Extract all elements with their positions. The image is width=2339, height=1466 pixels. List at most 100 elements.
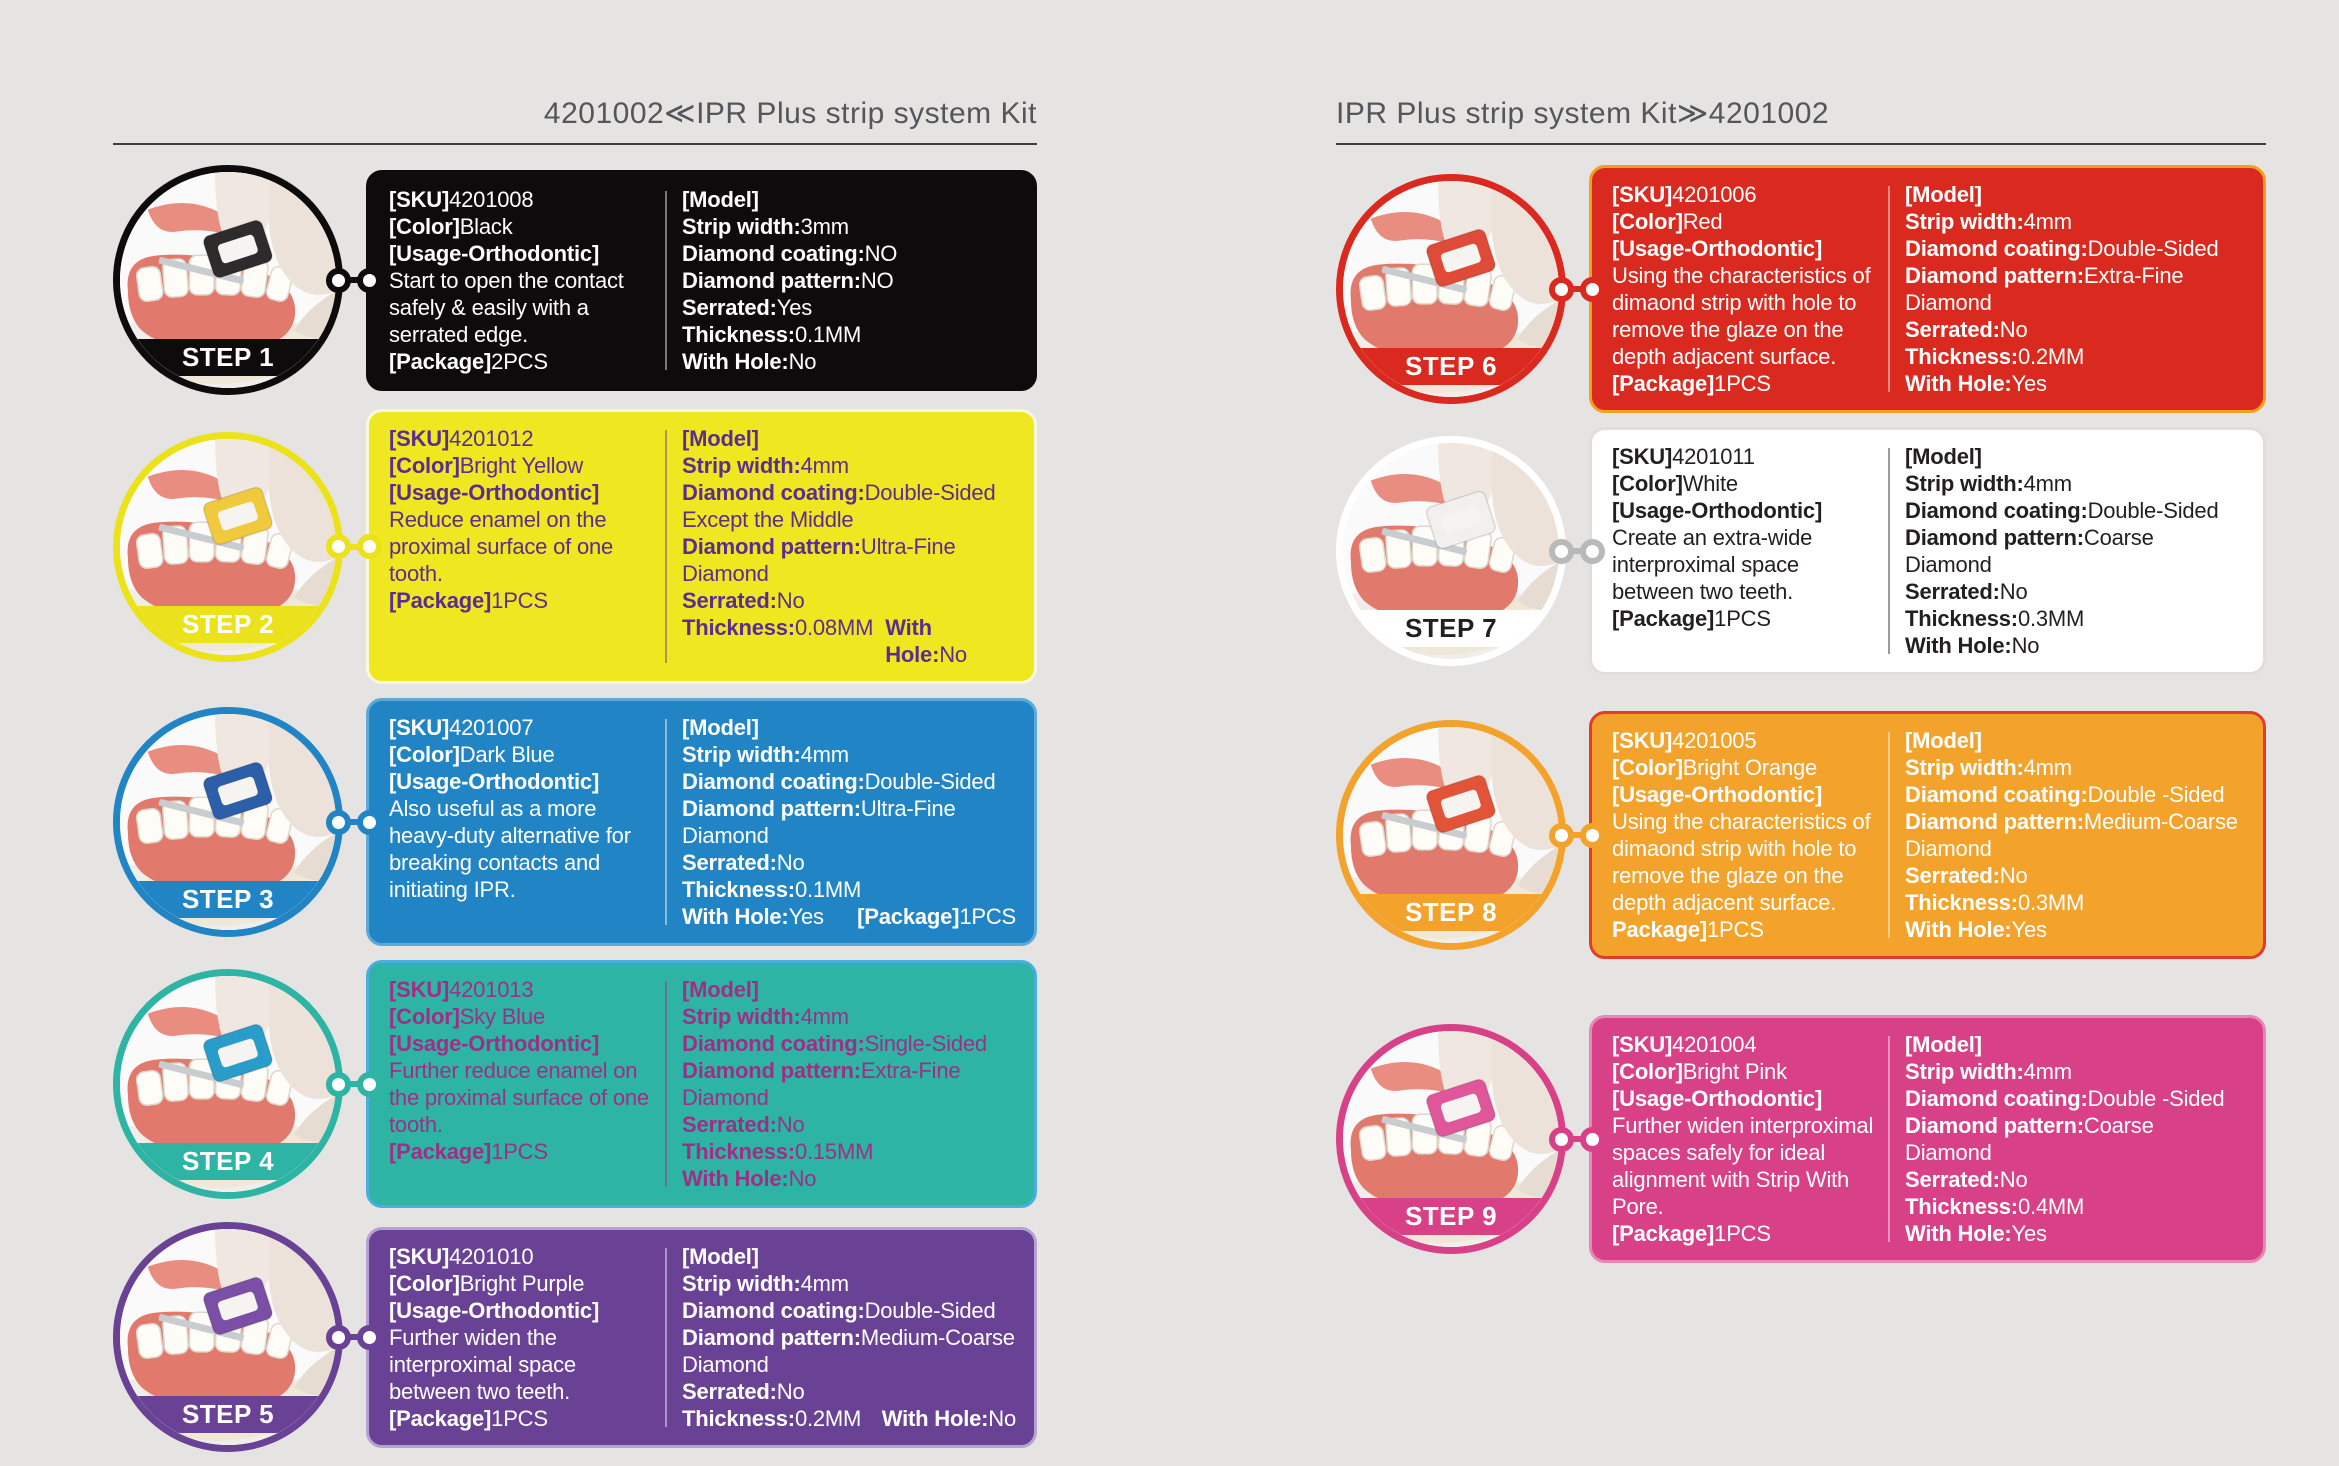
spec-label: [Color]: [389, 742, 460, 767]
spec-line: [Usage-Orthodontic]: [389, 479, 653, 506]
spec-value: 4mm: [2023, 471, 2072, 496]
spec-value: 4201012: [449, 426, 534, 451]
spec-group-left: With Hole:Yes: [682, 903, 824, 930]
spec-line: Serrated:No: [1905, 316, 2245, 343]
spec-label: [Color]: [389, 453, 460, 478]
step-photo-circle: STEP 7: [1336, 436, 1566, 666]
spec-value: 0.2MM: [2017, 344, 2085, 369]
spec-value: No: [776, 1112, 805, 1137]
spec-value: Yes: [788, 904, 824, 929]
spec-value: 0.15MM: [794, 1139, 874, 1164]
spec-line: Serrated:No: [682, 1378, 1016, 1405]
spec-value: No: [1999, 579, 2028, 604]
product-card: [SKU]4201013 [Color]Sky Blue [Usage-Orthod…: [366, 960, 1037, 1208]
spec-label: Strip width:: [1905, 755, 2024, 780]
spec-line: [Usage-Orthodontic]: [389, 240, 653, 267]
spec-label: [Model]: [1905, 1032, 1982, 1057]
spec-label: Diamond coating:: [1905, 498, 2088, 523]
step-row-1: STEP 1 [SKU]4201008 [Color]Black [Usage-Or…: [113, 165, 1037, 395]
spec-value: 4mm: [800, 742, 849, 767]
spec-line: With Hole:Yes: [1905, 1220, 2245, 1247]
spec-line: Thickness:0.2MM With Hole:No: [682, 1405, 1016, 1432]
spec-line: Thickness:0.15MM: [682, 1138, 1016, 1165]
spec-label: Serrated:: [682, 588, 777, 613]
spec-group-right: [Package]1PCS: [857, 903, 1016, 930]
spec-label: Strip width:: [1905, 209, 2024, 234]
spec-label: Strip width:: [1905, 471, 2024, 496]
connector: [326, 1071, 382, 1097]
strip-holder: [1425, 228, 1496, 288]
connector-ring-left: [326, 534, 351, 559]
spec-line: Thickness:0.2MM: [1905, 343, 2245, 370]
spec-line: [Usage-Orthodontic]: [1612, 781, 1876, 808]
spec-value: 4201013: [449, 977, 534, 1002]
spec-label: [Usage-Orthodontic]: [1612, 236, 1823, 261]
spec-label: [SKU]: [1612, 728, 1673, 753]
connector-line: [350, 543, 358, 550]
spec-line: [Color]Sky Blue: [389, 1003, 653, 1030]
spec-label: Serrated:: [1905, 863, 2000, 888]
spec-value: 0.4MM: [2017, 1194, 2085, 1219]
spec-value: No: [1999, 1167, 2028, 1192]
step-label: STEP 8: [1404, 897, 1498, 927]
step-label: STEP 4: [181, 1146, 275, 1176]
spec-line: Thickness:0.1MM: [682, 876, 1016, 903]
left-column: 4201002≪IPR Plus strip system Kit: [113, 96, 1037, 1466]
spec-label: [Package]: [389, 1139, 492, 1164]
product-card: [SKU]4201010 [Color]Bright Purple [Usage-O…: [366, 1226, 1037, 1448]
spec-line: Strip width:4mm: [682, 452, 1016, 479]
spec-label: With Hole:: [1905, 371, 2012, 396]
spec-label: With Hole:: [682, 348, 789, 374]
step-label-band: STEP 3: [120, 881, 336, 918]
strip-holder: [1425, 1078, 1496, 1138]
spec-line: With Hole:Yes [Package]1PCS: [682, 903, 1016, 930]
connector-ring-right: [357, 1324, 382, 1350]
spec-label: [SKU]: [389, 977, 450, 1002]
step-row-4: STEP 4 [SKU]4201013 [Color]Sky Blue [Usage…: [113, 960, 1037, 1208]
spec-label: [Color]: [1612, 209, 1683, 234]
spec-value: 1PCS: [959, 904, 1016, 929]
spec-line: Further widen interproximal spaces safel…: [1612, 1112, 1876, 1220]
spec-label: [Usage-Orthodontic]: [389, 769, 600, 794]
spec-label: [SKU]: [1612, 1032, 1673, 1057]
spec-label: [SKU]: [389, 1243, 450, 1269]
card-model-column: [Model] Strip width:4mm Diamond coating:Do…: [1888, 727, 2245, 943]
card-model-column: [Model] Strip width:4mm Diamond coating:Do…: [665, 425, 1016, 668]
spec-label: Strip width:: [682, 213, 801, 239]
spec-line: Strip width:4mm: [1905, 1058, 2245, 1085]
spec-line: [Package]1PCS: [389, 587, 653, 614]
spec-value: No: [776, 1378, 805, 1404]
connector: [326, 267, 382, 293]
spec-value: 4201005: [1672, 728, 1757, 753]
spec-value: 0.2MM: [794, 1405, 862, 1431]
spec-label: Serrated:: [1905, 1167, 2000, 1192]
product-card: [SKU]4201005 [Color]Bright Orange [Usage-O…: [1589, 711, 2266, 959]
spec-label: Strip width:: [682, 1270, 801, 1296]
spec-line: Diamond pattern:Ultra-Fine Diamond: [682, 795, 1016, 849]
spec-line: Diamond coating:Double-Sided: [1905, 497, 2245, 524]
spec-line: [SKU]4201004: [1612, 1031, 1876, 1058]
spec-value: No: [776, 850, 805, 875]
spec-line: Further widen the interproximal space be…: [389, 1324, 653, 1405]
spec-value: Sky Blue: [459, 1004, 545, 1029]
spec-value: 1PCS: [1714, 1221, 1771, 1246]
card-info-column: [SKU]4201005 [Color]Bright Orange [Usage-O…: [1612, 727, 1888, 943]
spec-value: Medium-Coarse Diamond: [1905, 809, 2238, 861]
step-photo-circle: STEP 9: [1336, 1024, 1566, 1254]
spec-value: No: [939, 642, 967, 667]
spec-label: Diamond pattern:: [682, 796, 861, 821]
spec-line: With Hole:No: [682, 1165, 1016, 1192]
spec-line: Diamond pattern:Coarse Diamond: [1905, 524, 2245, 578]
spec-label: [SKU]: [1612, 444, 1673, 469]
card-info-column: [SKU]4201007 [Color]Dark Blue [Usage-Ortho…: [389, 714, 665, 930]
spec-label: Diamond pattern:: [1905, 525, 2084, 550]
connector-line: [1573, 548, 1581, 554]
spec-label: [SKU]: [1612, 182, 1673, 207]
spec-value: Yes: [2011, 1221, 2047, 1246]
spec-line: Strip width:4mm: [682, 741, 1016, 768]
step-row-8: STEP 8 [SKU]4201005 [Color]Bright Orange[…: [1336, 711, 2266, 959]
spec-value: Black: [459, 213, 513, 239]
spec-line: [Package]1PCS: [1612, 1220, 1876, 1247]
spec-value: 4mm: [800, 1004, 849, 1029]
spec-line: [Color]Bright Pink: [1612, 1058, 1876, 1085]
